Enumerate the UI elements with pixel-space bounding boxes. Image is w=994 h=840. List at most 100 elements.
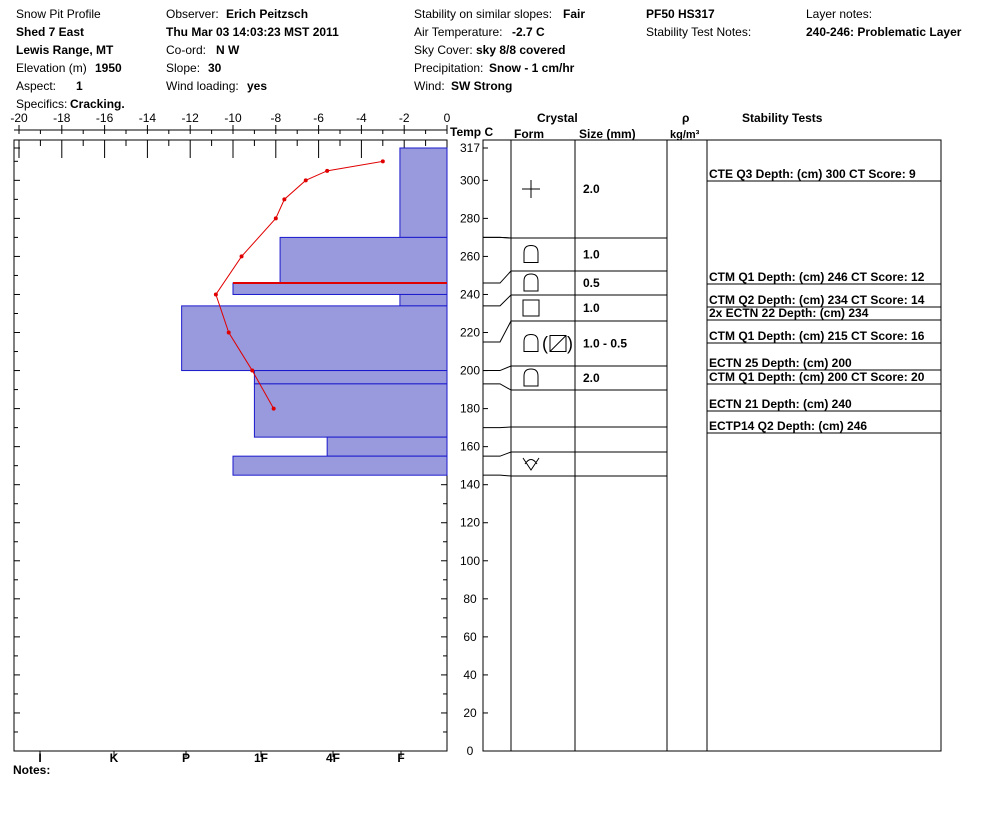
temp-tick-label: -10 bbox=[224, 111, 242, 125]
height-axis: 0 20 40 60 80 100 120 140 160 180 200 220 240 260 280 3… bbox=[14, 141, 488, 758]
stratigraphy-connectors bbox=[483, 236, 512, 477]
sky-cover-label: Sky Cover: bbox=[414, 43, 473, 57]
surface-hoar-icon bbox=[522, 457, 540, 471]
table-frame bbox=[482, 139, 942, 752]
icon-stroke bbox=[523, 273, 539, 292]
stability-test-label: CTM Q1 Depth: (cm) 200 CT Score: 20 bbox=[709, 370, 925, 384]
temperature-line bbox=[215, 160, 383, 409]
height-tick-label: 180 bbox=[460, 402, 480, 416]
stability-notes-label: Stability Test Notes: bbox=[646, 25, 752, 39]
layer-size: 1.0 - 0.5 bbox=[583, 337, 627, 351]
height-tick-label: 80 bbox=[463, 592, 477, 606]
height-tick-label: 20 bbox=[463, 706, 477, 720]
hardness-layer-bar bbox=[181, 305, 448, 372]
aspect-value: 1 bbox=[76, 79, 83, 93]
height-tick-label: 220 bbox=[460, 326, 480, 340]
depth-hoar-icon bbox=[523, 273, 539, 292]
layer-size: 0.5 bbox=[583, 276, 600, 290]
icon-stroke bbox=[524, 459, 538, 465]
temp-tick-label: 0 bbox=[444, 111, 451, 125]
stratigraphy-connector bbox=[483, 236, 512, 239]
stability-test-label: CTM Q1 Depth: (cm) 246 CT Score: 12 bbox=[709, 270, 925, 284]
air-temp-value: -2.7 C bbox=[512, 25, 545, 39]
temp-axis-ticks: -20 -18 -16 -14 -12 -10 -8 -6 -4 -2 0 bbox=[10, 111, 451, 134]
hardness-layer-bar bbox=[399, 147, 448, 238]
profile-frame-ticks bbox=[18, 140, 448, 158]
icon-stroke bbox=[523, 368, 539, 387]
stability-test-label: CTE Q3 Depth: (cm) 300 CT Score: 9 bbox=[709, 167, 916, 181]
temperature-point bbox=[273, 216, 278, 221]
sky-cover-value: sky 8/8 covered bbox=[476, 43, 566, 57]
hardness-tick-label: I bbox=[38, 751, 41, 765]
layer-size: 1.0 bbox=[583, 248, 600, 262]
temp-tick-label: -16 bbox=[96, 111, 114, 125]
specifics-value: Cracking. bbox=[70, 97, 125, 111]
range-name: Lewis Range, MT bbox=[16, 43, 114, 57]
icon-stroke bbox=[523, 244, 539, 263]
height-tick-label: 280 bbox=[460, 211, 480, 225]
hardness-axis: I K P 1F 4F F bbox=[38, 751, 405, 765]
temp-tick-label: -6 bbox=[313, 111, 324, 125]
stratigraphy-connector bbox=[483, 426, 512, 429]
temperature-point bbox=[282, 197, 287, 202]
hardness-layer-bar bbox=[253, 383, 448, 438]
temperature-point bbox=[271, 406, 276, 411]
layer-rows: 2.0 1.0 0.5 1.0 1.0 - 0.5 () 2.0 bbox=[511, 180, 667, 477]
stability-label: Stability on similar slopes: bbox=[414, 7, 553, 21]
icon-paren: ( bbox=[542, 334, 548, 354]
stability-test-label: CTM Q2 Depth: (cm) 234 CT Score: 14 bbox=[709, 293, 925, 307]
stability-column-header: Stability Tests bbox=[742, 111, 823, 125]
temperature-point bbox=[325, 168, 330, 173]
notes-label: Notes: bbox=[13, 763, 50, 777]
temp-tick-label: -14 bbox=[139, 111, 157, 125]
coord-label: Co-ord: bbox=[166, 43, 207, 57]
icon-stroke bbox=[522, 299, 540, 317]
temp-column-header: Temp C bbox=[450, 125, 493, 139]
density-unit-header: kg/m³ bbox=[670, 129, 700, 141]
hardness-layer-bar bbox=[399, 293, 448, 307]
depth-hoar-icon bbox=[523, 244, 539, 263]
height-tick-label: 40 bbox=[463, 668, 477, 682]
hardness-layer-bar bbox=[326, 436, 448, 457]
hardness-tick-label: K bbox=[110, 751, 119, 765]
location-name: Shed 7 East bbox=[16, 25, 85, 39]
stability-test-label: ECTP14 Q2 Depth: (cm) 246 bbox=[709, 419, 867, 433]
hardness-tick-label: P bbox=[182, 751, 190, 765]
stability-tests: CTE Q3 Depth: (cm) 300 CT Score: 9 CTM Q1… bbox=[707, 167, 941, 434]
depth-hoar-icon bbox=[523, 368, 539, 387]
temp-tick-label: -20 bbox=[10, 111, 28, 125]
size-column-header: Size (mm) bbox=[579, 127, 636, 141]
temp-tick-label: -18 bbox=[53, 111, 71, 125]
layer-size: 2.0 bbox=[583, 182, 600, 196]
height-tick-label: 140 bbox=[460, 478, 480, 492]
icon-stroke bbox=[523, 333, 539, 352]
wind-loading-value: yes bbox=[247, 79, 268, 93]
stratigraphy-connector bbox=[483, 320, 512, 343]
height-tick-label: 0 bbox=[467, 744, 474, 758]
slope-label: Slope: bbox=[166, 61, 201, 75]
profile-title: Snow Pit Profile bbox=[16, 7, 101, 21]
height-tick-label: 120 bbox=[460, 516, 480, 530]
depth-hoar-mixed-icon: () bbox=[523, 333, 573, 354]
layer-size: 1.0 bbox=[583, 301, 600, 315]
observation-datetime: Thu Mar 03 14:03:23 MST 2011 bbox=[166, 25, 339, 39]
stability-value: Fair bbox=[563, 7, 586, 21]
slope-value: 30 bbox=[208, 61, 222, 75]
temp-tick-label: -2 bbox=[399, 111, 410, 125]
temperature-point bbox=[239, 254, 244, 259]
precip-particles-icon bbox=[522, 180, 540, 198]
layer-size: 2.0 bbox=[583, 371, 600, 385]
layer-notes-label: Layer notes: bbox=[806, 7, 873, 21]
observer-value: Erich Peitzsch bbox=[226, 7, 309, 21]
wind-label: Wind: bbox=[414, 79, 445, 93]
height-tick-label: 160 bbox=[460, 440, 480, 454]
hardness-tick-label: 1F bbox=[254, 751, 268, 765]
stratigraphy-connector bbox=[483, 451, 512, 457]
air-temp-label: Air Temperature: bbox=[414, 25, 503, 39]
height-tick-label: 100 bbox=[460, 554, 480, 568]
stability-test-label: 2x ECTN 22 Depth: (cm) 234 bbox=[709, 306, 869, 320]
elevation-value: 1950 bbox=[95, 61, 122, 75]
precipitation-label: Precipitation: bbox=[414, 61, 484, 75]
height-tick-label: 300 bbox=[460, 173, 480, 187]
